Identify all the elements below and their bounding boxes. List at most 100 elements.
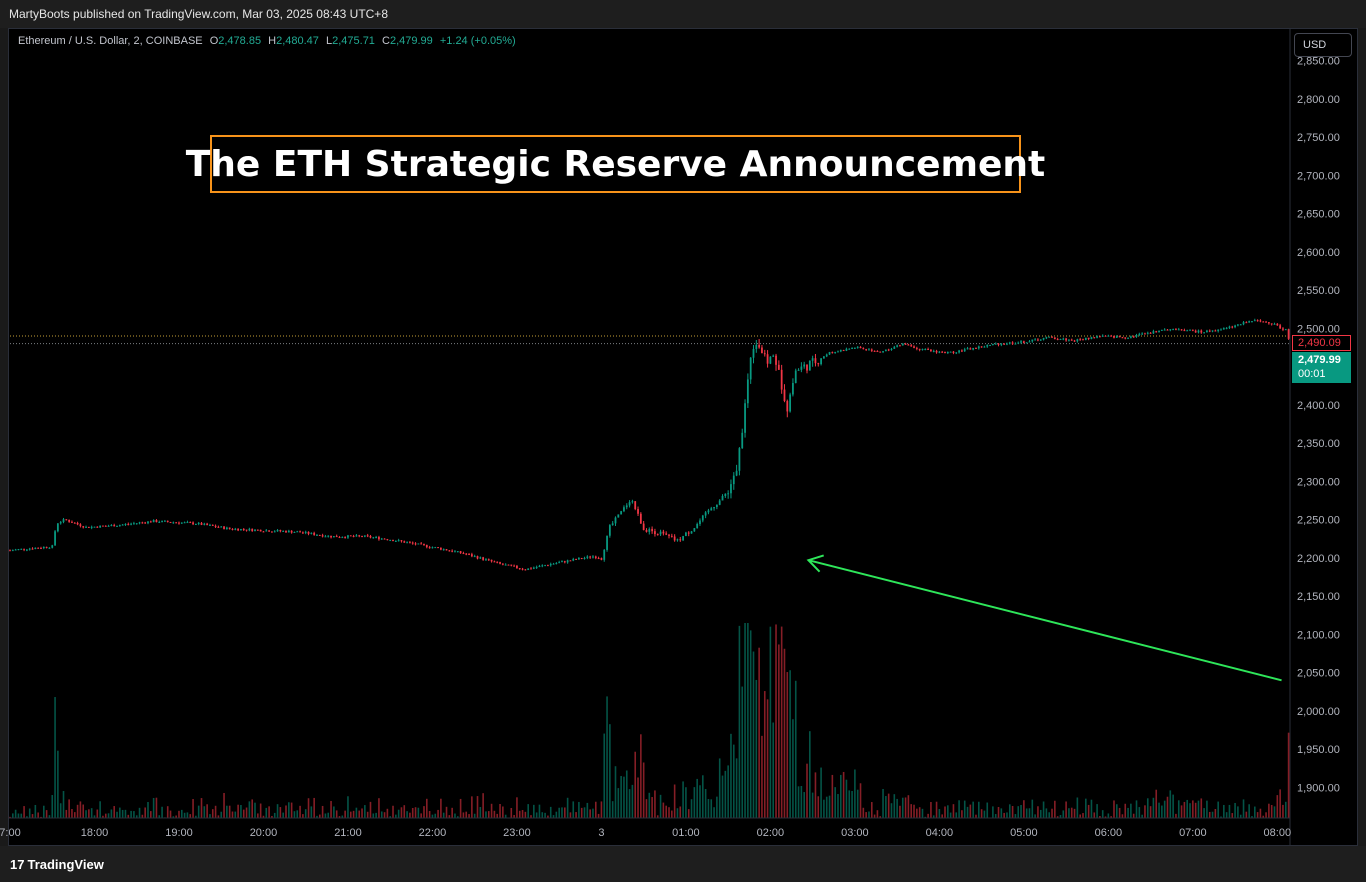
candle-body: [158, 521, 161, 523]
volume-bar: [426, 798, 428, 818]
volume-bar: [417, 807, 420, 818]
candle-body: [462, 553, 465, 555]
candle-body: [994, 343, 997, 345]
volume-bar: [23, 806, 25, 818]
candle-body: [521, 568, 524, 570]
volume-bar: [594, 801, 597, 818]
high-label: H: [268, 35, 277, 47]
candle-body: [645, 529, 648, 532]
candle-body: [617, 514, 620, 518]
volume-bar: [1070, 807, 1073, 818]
volume-bar: [318, 814, 321, 818]
candle-body: [1203, 332, 1206, 334]
volume-bar: [423, 806, 425, 818]
candle-body: [538, 565, 541, 568]
volume-bar: [718, 758, 721, 818]
candle-body: [285, 530, 287, 533]
volume-bar: [687, 809, 690, 818]
close-label: C: [382, 35, 390, 47]
candle-body: [1073, 340, 1076, 342]
volume-bar: [403, 805, 406, 818]
time-tick-label: 01:00: [672, 827, 700, 839]
candle-body: [493, 561, 496, 563]
tradingview-logo[interactable]: 17 TradingView: [10, 857, 104, 872]
currency-button[interactable]: USD: [1294, 33, 1352, 57]
volume-bar: [564, 807, 566, 818]
volume-bar: [769, 626, 772, 818]
candle-body: [400, 540, 403, 542]
volume-bar: [797, 786, 800, 818]
candle-body: [755, 344, 758, 349]
candle-body: [87, 526, 90, 528]
candle-body: [963, 349, 966, 352]
volume-bar: [155, 797, 158, 818]
candle-body: [862, 348, 865, 350]
candle-body: [307, 531, 310, 534]
candle-body: [580, 557, 583, 559]
volume-bar: [1144, 805, 1146, 818]
candle-body: [271, 531, 273, 533]
candle-body: [1000, 343, 1003, 345]
volume-bar: [321, 805, 324, 818]
candle-body: [1214, 330, 1217, 332]
volume-bar: [716, 796, 718, 818]
candle-body: [1135, 334, 1138, 337]
price-tick-label: 2,700.00: [1297, 170, 1340, 182]
candle-body: [1276, 323, 1279, 326]
volume-bar: [85, 810, 87, 818]
candle-body: [1228, 326, 1231, 328]
candle-body: [411, 542, 414, 544]
volume-bar: [214, 805, 217, 818]
candle-body: [744, 403, 746, 433]
candle-body: [79, 524, 82, 527]
candle-body: [1079, 339, 1082, 341]
volume-bar: [178, 810, 180, 818]
candle-body: [11, 550, 14, 552]
candle-body: [958, 350, 960, 353]
candle-body: [752, 348, 755, 358]
volume-bar: [693, 787, 696, 818]
candle-body: [442, 549, 445, 551]
candle-body: [499, 562, 501, 564]
volume-bar: [1110, 816, 1112, 818]
volume-bar: [465, 811, 468, 818]
symbol-name[interactable]: Ethereum / U.S. Dollar, 2, COINBASE: [18, 35, 203, 47]
volume-bar: [704, 788, 707, 818]
volume-bar: [896, 798, 898, 818]
volume-bar: [338, 816, 341, 818]
volume-bar: [1124, 803, 1127, 818]
candle-body: [361, 536, 363, 538]
candle-body: [1053, 337, 1056, 340]
candle-body: [1065, 338, 1068, 341]
volume-bar: [887, 793, 890, 818]
volume-bar: [166, 806, 169, 818]
candle-body: [763, 353, 766, 355]
candle-body: [383, 538, 386, 540]
volume-bar: [158, 815, 161, 818]
volume-bar: [1228, 804, 1231, 818]
candle-body: [304, 531, 307, 533]
volume-bar: [366, 811, 369, 818]
chart-pane[interactable]: [8, 28, 1358, 846]
candle-body: [1265, 321, 1267, 323]
volume-bar: [952, 804, 955, 818]
candle-body: [1045, 337, 1048, 339]
time-tick-label: 18:00: [81, 827, 109, 839]
candle-body: [510, 564, 513, 566]
candle-body: [530, 568, 532, 570]
volume-bar: [378, 798, 380, 818]
volume-bar: [1107, 813, 1110, 818]
candle-body: [1180, 329, 1183, 331]
candle-body: [631, 501, 634, 503]
price-tick-label: 2,750.00: [1297, 132, 1340, 144]
candle-body: [642, 523, 645, 530]
volume-bar: [434, 813, 437, 818]
tradingview-logo-text: TradingView: [27, 857, 104, 872]
volume-bar: [12, 813, 14, 818]
candle-body: [699, 520, 701, 524]
candle-body: [977, 346, 980, 349]
volume-bar: [262, 815, 265, 818]
volume-bar: [1234, 802, 1236, 818]
candle-body: [1037, 339, 1039, 341]
